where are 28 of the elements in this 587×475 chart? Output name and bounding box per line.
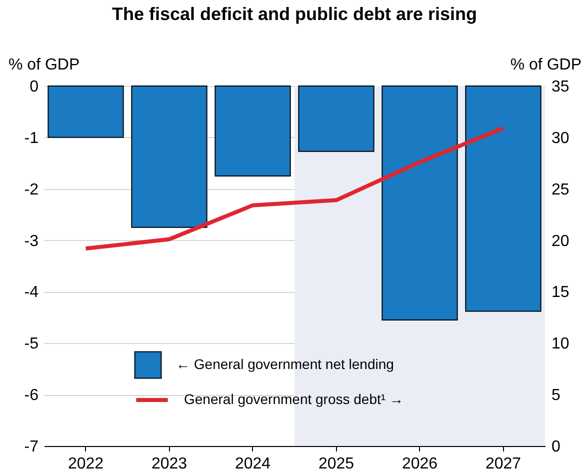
- y-tick-label: -5: [24, 336, 39, 353]
- y2-axis-title: % of GDP: [510, 56, 582, 74]
- y2-tick-label: 30: [552, 130, 570, 147]
- y-tick-label: -3: [24, 232, 39, 250]
- y-axis-title: % of GDP: [8, 56, 80, 74]
- y-tick-label: 0: [30, 78, 39, 96]
- x-tick-label: 2026: [402, 456, 438, 472]
- y2-tick-label: 15: [552, 284, 570, 302]
- y2-tick-label: 5: [552, 387, 560, 404]
- y-tick-label: -2: [24, 181, 39, 198]
- y2-tick-label: 25: [552, 181, 570, 198]
- legend-label: General government gross debt¹ →: [184, 391, 404, 407]
- legend-label: ← General government net lending: [176, 356, 394, 372]
- line-series: [84, 126, 506, 251]
- y-tick-label: -6: [24, 387, 39, 404]
- x-tick-label: 2024: [234, 456, 271, 472]
- y-tick-label: -1: [24, 130, 39, 147]
- x-tick-label: 2023: [151, 456, 188, 472]
- x-tick-label: 2025: [318, 456, 354, 472]
- y-tick-label: -4: [24, 284, 39, 302]
- y2-tick-label: 0: [552, 438, 560, 456]
- y2-tick-label: 10: [552, 336, 570, 353]
- y2-tick-label: 35: [552, 78, 570, 96]
- x-tick-label: 2022: [68, 456, 104, 472]
- chart-title: The fiscal deficit and public debt are rising: [112, 4, 478, 24]
- x-tick-label: 2027: [485, 456, 522, 472]
- y2-tick-label: 20: [552, 232, 570, 250]
- y-tick-label: -7: [24, 438, 39, 456]
